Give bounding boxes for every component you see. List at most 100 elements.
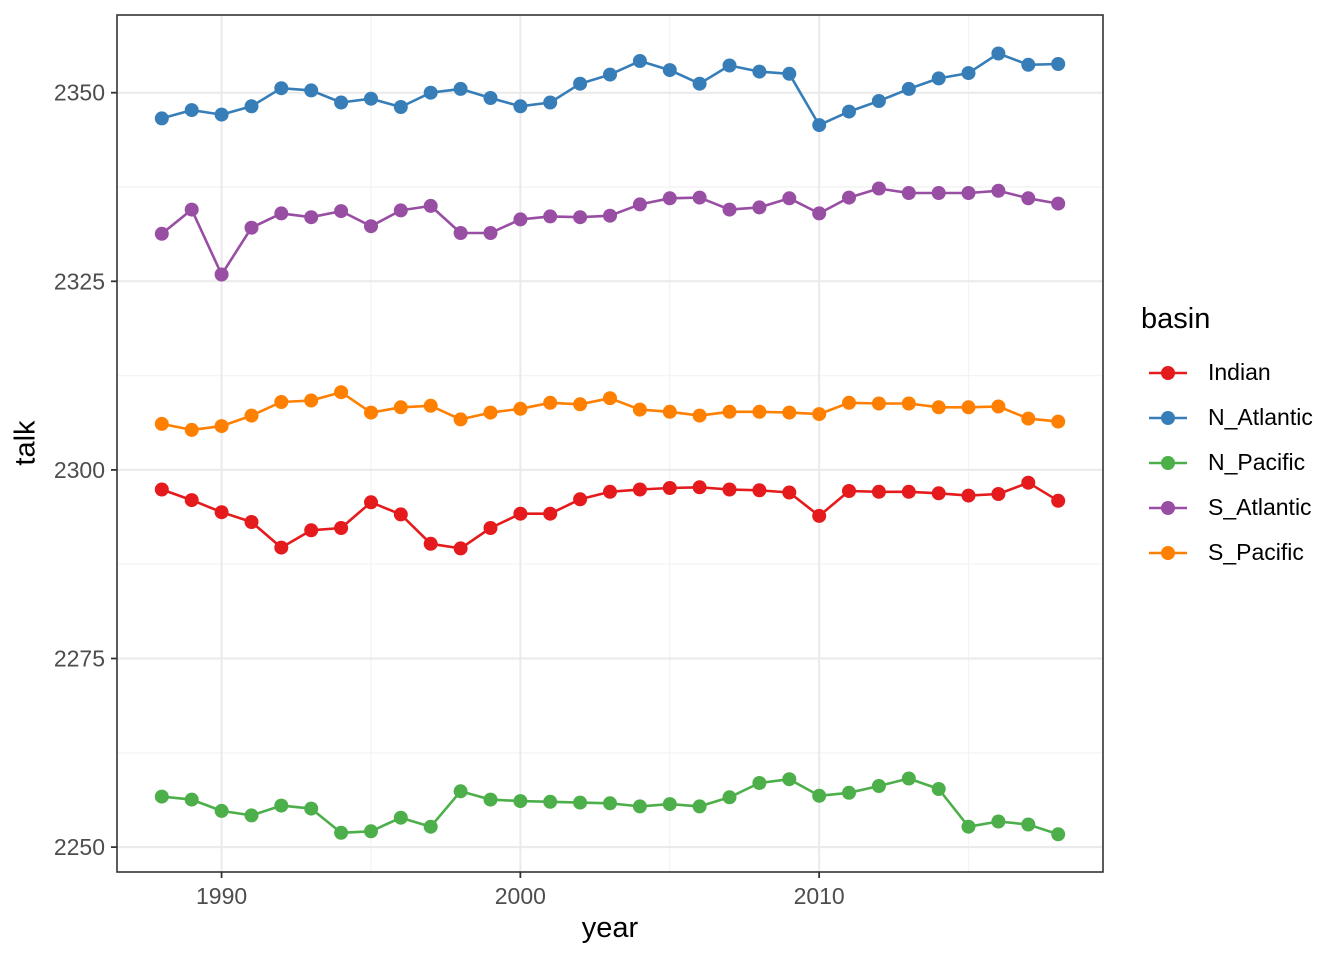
data-point-s-pacific [334,385,349,400]
data-point-s-atlantic [722,202,737,217]
legend-label: N_Pacific [1208,449,1306,475]
data-point-n-atlantic [304,83,319,98]
data-point-s-atlantic [842,190,856,205]
data-point-n-atlantic [453,81,468,96]
x-tick-label: 2010 [794,883,845,909]
data-point-n-pacific [483,792,498,807]
legend: basin Indian N_Atlantic N_Pacific S_Atla… [1141,303,1313,575]
data-point-n-atlantic [244,99,259,114]
data-point-s-pacific [184,422,199,437]
data-point-s-pacific [692,408,707,423]
legend-item-s-atlantic: S_Atlantic [1141,485,1313,530]
data-point-s-pacific [871,396,886,411]
data-point-indian [543,506,558,521]
data-point-n-pacific [752,776,767,790]
legend-key-icon [1149,365,1187,380]
data-point-s-pacific [782,405,797,420]
data-point-n-pacific [782,772,797,787]
data-point-s-atlantic [901,186,916,200]
data-point-n-atlantic [722,58,737,73]
legend-item-n-pacific: N_Pacific [1141,440,1313,485]
x-axis-title: year [581,912,639,944]
data-point-indian [961,488,976,503]
data-point-s-atlantic [662,191,677,206]
data-point-indian [453,541,468,556]
data-point-s-pacific [154,416,169,431]
data-point-s-pacific [453,412,468,427]
data-point-n-atlantic [1051,57,1066,71]
data-point-s-atlantic [782,191,797,206]
data-point-n-atlantic [961,66,976,81]
legend-item-s-pacific: S_Pacific [1141,530,1313,575]
data-point-s-atlantic [393,203,408,218]
data-point-n-atlantic [603,67,617,82]
data-point-indian [304,523,319,538]
data-point-n-atlantic [214,107,229,122]
data-point-indian [423,536,438,551]
data-point-s-pacific [364,405,378,420]
data-point-n-atlantic [931,71,946,86]
data-point-s-pacific [931,400,946,415]
legend-key-icon [1149,455,1187,470]
data-point-indian [1051,493,1066,508]
data-point-indian [334,521,349,535]
data-point-n-atlantic [334,95,349,110]
legend-label: Indian [1208,359,1271,385]
data-point-n-pacific [184,792,199,807]
x-tick-label: 1990 [196,883,247,909]
data-point-indian [662,481,677,495]
data-point-indian [632,482,647,497]
data-point-n-pacific [812,788,827,803]
data-point-s-atlantic [214,267,229,282]
data-point-n-pacific [692,799,707,814]
data-point-s-pacific [991,399,1006,414]
data-point-indian [244,515,259,529]
data-point-s-atlantic [573,210,588,225]
data-point-s-atlantic [304,210,319,225]
data-point-s-pacific [901,396,916,411]
data-point-s-pacific [274,395,289,409]
data-point-s-pacific [1051,414,1066,429]
data-point-s-atlantic [184,202,199,217]
y-tick-label: 2350 [54,80,105,106]
legend-label: S_Atlantic [1208,494,1312,520]
data-point-n-atlantic [423,85,438,100]
legend-key-icon [1149,410,1187,425]
panel-border [116,14,1104,873]
data-point-n-pacific [274,798,289,813]
data-point-n-atlantic [543,95,558,110]
data-point-n-atlantic [1021,57,1036,72]
plot-panel [117,15,1103,872]
data-point-s-pacific [632,402,647,417]
data-point-indian [483,521,498,535]
data-point-n-atlantic [812,118,827,133]
data-point-n-atlantic [154,111,169,126]
data-point-n-pacific [662,797,677,812]
legend-item-n-atlantic: N_Atlantic [1141,395,1313,440]
data-point-n-atlantic [842,104,856,119]
data-point-s-pacific [214,419,229,434]
data-point-s-pacific [662,404,677,419]
data-point-n-atlantic [393,100,408,114]
data-point-n-pacific [991,814,1006,829]
legend-item-indian: Indian [1141,350,1313,395]
legend-key-icon [1149,545,1187,560]
data-point-n-pacific [513,794,528,809]
data-point-indian [871,484,886,499]
data-point-n-pacific [871,779,886,793]
data-point-s-pacific [961,400,976,415]
data-point-n-pacific [364,824,378,839]
data-point-indian [154,482,169,497]
data-point-s-atlantic [871,181,886,196]
data-point-n-atlantic [573,76,588,91]
data-point-s-atlantic [931,186,946,200]
data-point-indian [393,507,408,522]
y-tick-label: 2300 [54,457,105,483]
data-point-n-pacific [423,819,438,834]
data-point-s-pacific [722,404,737,419]
data-point-s-pacific [752,404,767,419]
data-point-s-atlantic [991,183,1006,198]
y-tick-label: 2250 [54,834,105,860]
data-point-n-atlantic [274,81,289,96]
